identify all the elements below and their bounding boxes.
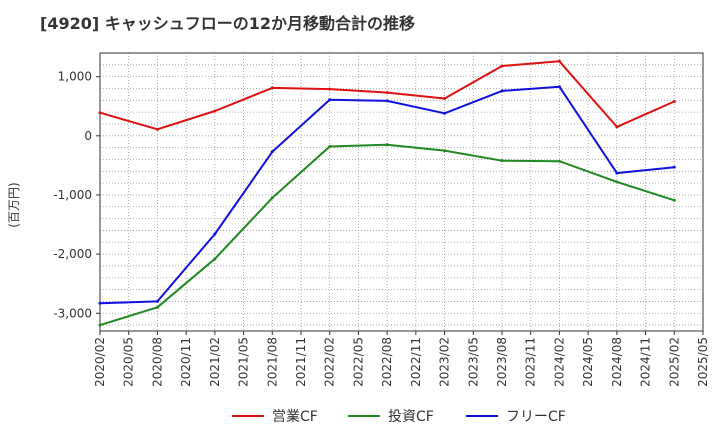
- x-tick-label: 2024/08: [610, 337, 624, 387]
- y-tick-label: -2,000: [53, 247, 92, 261]
- x-tick-label: 2025/05: [696, 337, 710, 387]
- chart-title: [4920] キャッシュフローの12か月移動合計の推移: [40, 14, 415, 33]
- data-point: [328, 144, 332, 148]
- data-point: [328, 98, 332, 102]
- data-point: [385, 143, 389, 147]
- data-point: [213, 257, 217, 261]
- x-tick-label: 2021/05: [237, 337, 251, 387]
- x-tick-label: 2020/11: [179, 337, 193, 387]
- data-point: [213, 232, 217, 236]
- data-point: [155, 127, 159, 131]
- data-point: [672, 100, 676, 104]
- data-point: [615, 180, 619, 184]
- data-point: [155, 299, 159, 303]
- data-point: [500, 64, 504, 68]
- y-tick-label: -3,000: [53, 306, 92, 320]
- data-point: [385, 99, 389, 103]
- legend-label: フリーCF: [506, 409, 566, 425]
- data-point: [270, 150, 274, 154]
- x-tick-label: 2024/05: [581, 337, 595, 387]
- legend: 営業CF 投資CF フリーCF: [232, 409, 566, 425]
- data-point: [443, 111, 447, 115]
- x-tick-label: 2022/02: [323, 337, 337, 387]
- data-point: [443, 97, 447, 101]
- y-axis-label: (百万円): [7, 182, 21, 227]
- x-tick-label: 2021/08: [265, 337, 279, 387]
- axes: 1,000 0 -1,000 -2,000 -3,000 2020/02 2020/05 20…: [53, 52, 710, 387]
- legend-label: 投資CF: [388, 409, 434, 425]
- x-tick-label: 2023/02: [438, 337, 452, 387]
- data-point: [328, 87, 332, 91]
- x-tick-label: 2022/05: [351, 337, 365, 387]
- series-lines: [98, 59, 676, 327]
- data-point: [98, 323, 102, 327]
- data-point: [213, 109, 217, 113]
- x-tick-label: 2020/05: [122, 337, 136, 387]
- data-point: [672, 198, 676, 202]
- data-point: [672, 165, 676, 169]
- legend-label: 営業CF: [272, 409, 318, 425]
- data-point: [615, 125, 619, 129]
- x-tick-label: 2020/08: [150, 337, 164, 387]
- x-tick-label: 2022/08: [380, 337, 394, 387]
- data-point: [500, 159, 504, 163]
- x-tick-label: 2024/11: [639, 337, 653, 387]
- y-tick-label: 0: [84, 129, 92, 143]
- plot-background: [100, 53, 703, 331]
- y-tick-label: 1,000: [58, 70, 92, 84]
- x-tick-label: 2020/02: [93, 337, 107, 387]
- data-point: [98, 301, 102, 305]
- data-point: [98, 111, 102, 115]
- data-point: [155, 305, 159, 309]
- x-tick-label: 2021/02: [208, 337, 222, 387]
- x-tick-label: 2021/11: [294, 337, 308, 387]
- data-point: [557, 59, 561, 63]
- data-point: [557, 159, 561, 163]
- data-point: [615, 171, 619, 175]
- x-tick-label: 2024/02: [552, 337, 566, 387]
- x-tick-label: 2023/11: [524, 337, 538, 387]
- data-point: [270, 86, 274, 90]
- data-point: [443, 149, 447, 153]
- x-tick-label: 2023/08: [495, 337, 509, 387]
- x-tick-label: 2023/05: [466, 337, 480, 387]
- data-point: [557, 85, 561, 89]
- data-point: [270, 196, 274, 200]
- x-tick-label: 2022/11: [409, 337, 423, 387]
- data-point: [385, 91, 389, 95]
- x-tick-label: 2025/02: [667, 337, 681, 387]
- data-point: [500, 89, 504, 93]
- plot-frame: [99, 52, 704, 332]
- y-tick-label: -1,000: [53, 188, 92, 202]
